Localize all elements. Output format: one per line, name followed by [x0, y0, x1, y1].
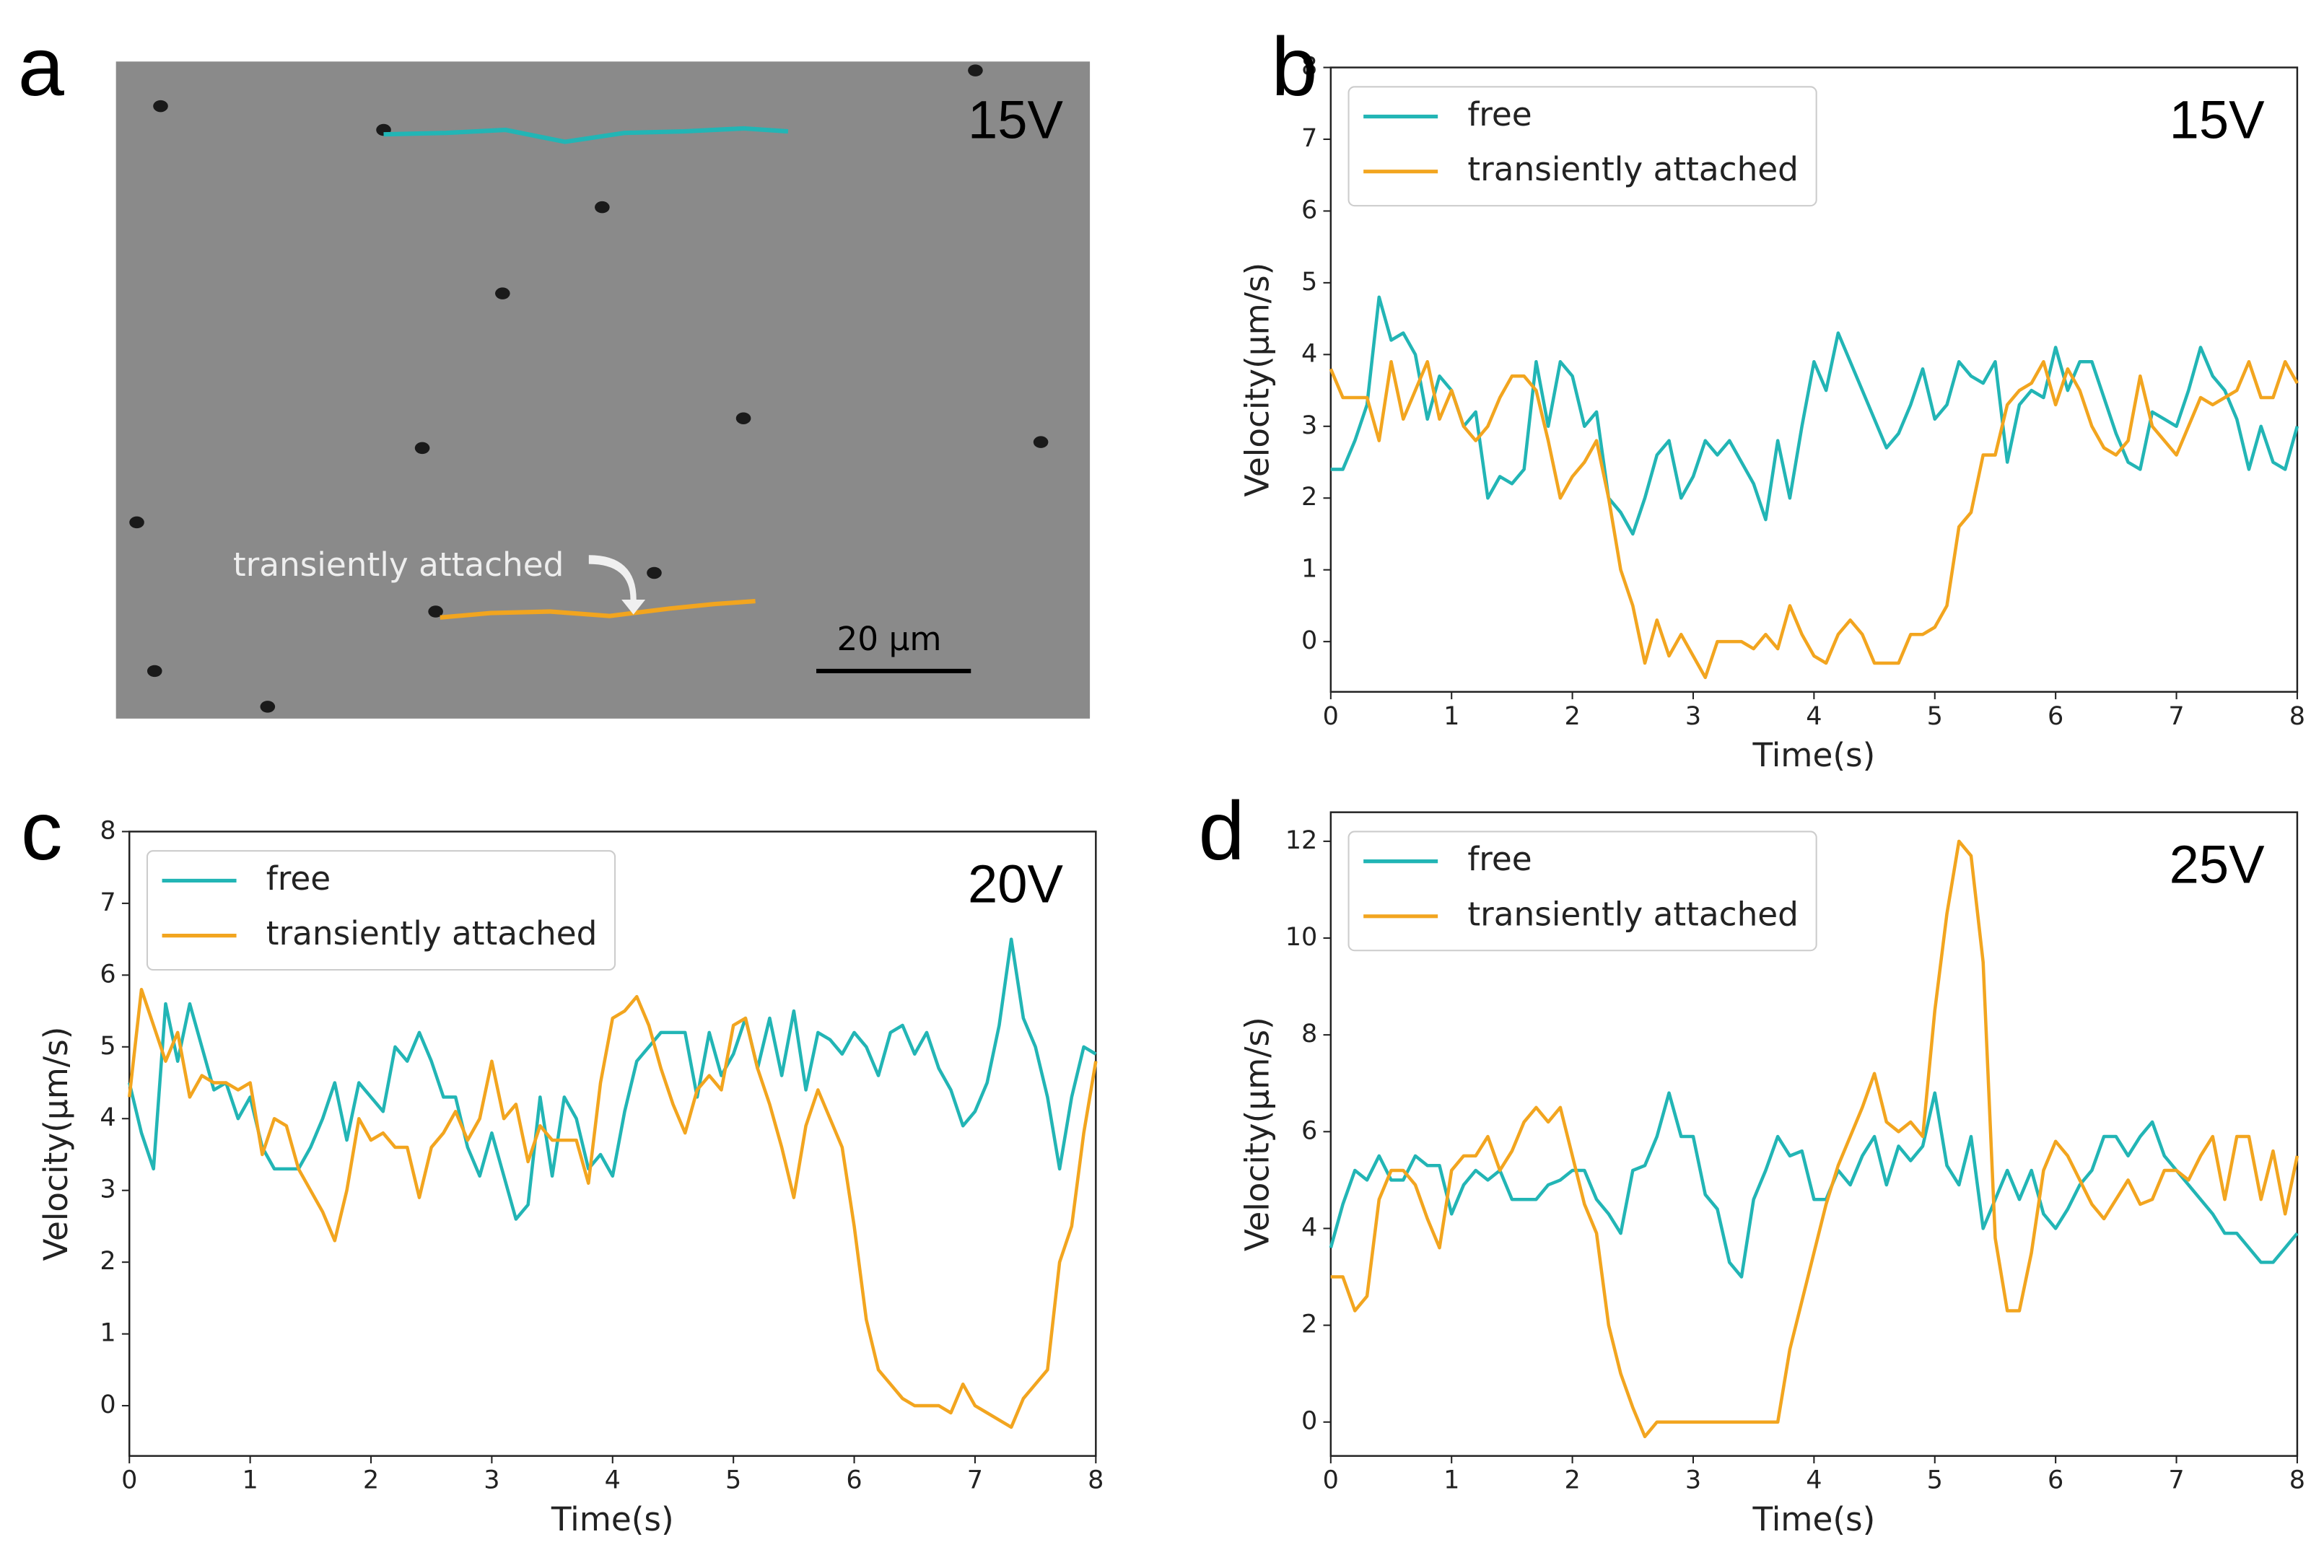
legend-label: free — [266, 859, 331, 898]
x-axis-label: Time(s) — [1752, 1500, 1875, 1538]
legend-label: free — [1467, 95, 1532, 133]
legend-label: free — [1467, 840, 1532, 878]
x-tick-label: 5 — [1927, 1466, 1943, 1495]
y-axis-label: Velocity(μm/s) — [37, 1027, 75, 1261]
x-tick-label: 2 — [1564, 701, 1580, 731]
y-tick-label: 8 — [1301, 1019, 1317, 1048]
legend-label: transiently attached — [266, 914, 598, 952]
y-axis-label: Velocity(μm/s) — [1238, 1017, 1276, 1251]
x-tick-label: 4 — [1806, 1466, 1822, 1495]
x-axis-label: Time(s) — [1752, 736, 1875, 774]
y-tick-label: 3 — [100, 1175, 115, 1204]
arrow — [588, 555, 646, 615]
chart: 0 1 2 3 4 5 6 7 8 0 1 2 3 4 5 6 7 8 Time(s) Velocity(μm/s) f… — [1238, 21, 2305, 774]
voltage-label: 20V — [968, 854, 1063, 914]
legend-box — [146, 850, 616, 971]
y-tick-label: 4 — [1301, 1212, 1317, 1242]
x-tick-label: 6 — [2048, 701, 2063, 731]
legend: free transiently attached — [146, 850, 616, 971]
series-line — [128, 937, 1097, 1221]
y-tick-label: 2 — [100, 1246, 115, 1276]
x-tick-label: 1 — [242, 1466, 258, 1495]
legend-label: transiently attached — [1467, 150, 1799, 188]
legend-box — [1347, 831, 1817, 952]
x-tick-label: 5 — [725, 1466, 741, 1495]
x-tick-label: 6 — [2048, 1466, 2063, 1495]
x-tick-label: 3 — [1685, 1466, 1701, 1495]
x-tick-label: 4 — [1806, 701, 1822, 731]
y-tick-label: 6 — [1301, 1116, 1317, 1145]
y-tick-label: 4 — [100, 1103, 115, 1132]
y-tick-label: 0 — [1301, 626, 1317, 655]
y-tick-label: 5 — [100, 1031, 115, 1061]
x-tick-label: 0 — [1323, 701, 1339, 731]
x-tick-label: 4 — [605, 1466, 621, 1495]
x-tick-label: 7 — [967, 1466, 983, 1495]
y-tick-label: 5 — [1301, 267, 1317, 297]
y-tick-label: 7 — [1301, 123, 1317, 153]
y-tick-label: 2 — [1301, 1310, 1317, 1339]
trajectory-free — [383, 126, 789, 144]
y-axis-label: Velocity(μm/s) — [1238, 263, 1276, 497]
x-tick-label: 3 — [1685, 701, 1701, 731]
series-line — [1329, 1091, 2299, 1279]
micrograph — [115, 61, 1091, 719]
x-axis-label: Time(s) — [551, 1500, 674, 1538]
voltage-label: 15V — [968, 89, 1063, 149]
x-tick-label: 8 — [1088, 1466, 1104, 1495]
y-tick-label: 6 — [100, 959, 115, 989]
y-tick-label: 6 — [1301, 195, 1317, 224]
x-tick-label: 6 — [846, 1466, 862, 1495]
y-tick-label: 1 — [1301, 554, 1317, 584]
annotation: transiently attached — [233, 546, 564, 584]
x-tick-label: 1 — [1443, 1466, 1459, 1495]
x-tick-label: 3 — [484, 1466, 499, 1495]
y-tick-label: 7 — [100, 888, 115, 917]
panel-label: a — [18, 21, 65, 113]
voltage-label: 15V — [2170, 89, 2265, 149]
series-line — [1330, 295, 2299, 536]
series-line — [127, 987, 1098, 1429]
series-line — [1330, 839, 2299, 1439]
chart: 0 1 2 3 4 5 6 7 8024681012Time(s)Velocity(μm/s)f… — [1198, 785, 2305, 1538]
particles — [129, 64, 1049, 713]
y-tick-label: 10 — [1285, 922, 1318, 952]
y-tick-label: 8 — [1301, 52, 1317, 82]
x-tick-label: 5 — [1927, 701, 1943, 731]
chart: 0 1 2 3 4 5 6 7 8 0 1 2 3 4 5 6 7 8 Time(s) Velocity(μm/s) f… — [21, 785, 1104, 1538]
panel-label: d — [1198, 785, 1244, 877]
y-tick-label: 1 — [100, 1318, 115, 1348]
legend-box — [1347, 86, 1817, 207]
x-tick-label: 0 — [121, 1466, 137, 1495]
panel-label: b — [1271, 21, 1317, 113]
y-tick-label: 0 — [1301, 1406, 1317, 1436]
scale-bar-label: 20 μm — [836, 620, 941, 658]
legend: free transiently attached — [1347, 86, 1817, 207]
x-tick-label: 1 — [1443, 701, 1459, 731]
y-tick-label: 2 — [1301, 482, 1317, 512]
x-tick-label: 7 — [2168, 1466, 2184, 1495]
y-tick-label: 3 — [1301, 411, 1317, 440]
series-line — [1329, 360, 2299, 680]
x-tick-label: 2 — [1564, 1466, 1580, 1495]
y-tick-label: 4 — [1301, 338, 1317, 368]
x-tick-label: 8 — [2289, 701, 2305, 731]
x-tick-label: 2 — [363, 1466, 379, 1495]
legend: free transiently attached — [1347, 831, 1817, 952]
voltage-label: 25V — [2170, 835, 2265, 895]
y-tick-label: 8 — [100, 815, 115, 845]
x-tick-label: 8 — [2289, 1466, 2305, 1495]
x-tick-label: 7 — [2168, 701, 2184, 731]
panel-label: c — [21, 785, 63, 877]
y-tick-label: 0 — [100, 1390, 115, 1419]
y-tick-label: 12 — [1285, 825, 1318, 855]
x-tick-label: 0 — [1323, 1466, 1339, 1495]
micrograph-panel: 20 μm transiently attached 15V a — [18, 21, 1091, 719]
legend-label: transiently attached — [1467, 895, 1799, 933]
trajectory-attached — [440, 599, 756, 620]
